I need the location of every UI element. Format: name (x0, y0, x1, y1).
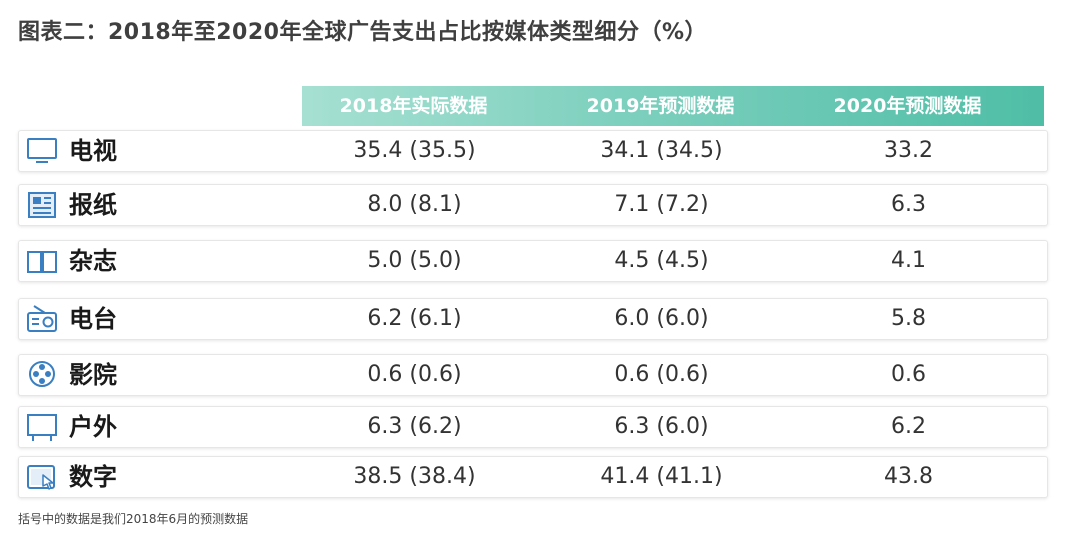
footnote: 括号中的数据是我们2018年6月的预测数据 (18, 512, 249, 526)
cell-newspaper-2018: 8.0 (8.1) (367, 192, 462, 217)
cell-cinema-2019: 0.6 (0.6) (614, 362, 709, 387)
table-header-band (302, 86, 1044, 126)
table-row-tv: 电视 35.4 (35.5) 34.1 (34.5) 33.2 (18, 130, 1048, 172)
magazine-icon (27, 251, 57, 273)
billboard-icon (27, 414, 57, 441)
table-row-newspaper: 报纸 8.0 (8.1) 7.1 (7.2) 6.3 (18, 184, 1048, 226)
cell-cinema-2020: 0.6 (891, 362, 926, 387)
row-label-radio: 电台 (69, 305, 117, 333)
table-row-digital: 数字 38.5 (38.4) 41.4 (41.1) 43.8 (18, 456, 1048, 498)
table-row-radio: 电台 6.2 (6.1) 6.0 (6.0) 5.8 (18, 298, 1048, 340)
tablet-touch-icon (27, 465, 55, 490)
cell-outdoor-2020: 6.2 (891, 414, 926, 439)
cell-magazine-2019: 4.5 (4.5) (614, 248, 709, 273)
column-header-2018: 2018年实际数据 (339, 95, 488, 117)
table-row-magazine: 杂志 5.0 (5.0) 4.5 (4.5) 4.1 (18, 240, 1048, 282)
column-header-2020: 2020年预测数据 (833, 95, 982, 117)
radio-icon (27, 305, 57, 332)
cell-radio-2018: 6.2 (6.1) (367, 306, 462, 331)
table-row-cinema: 影院 0.6 (0.6) 0.6 (0.6) 0.6 (18, 354, 1048, 396)
table-row-outdoor: 户外 6.3 (6.2) 6.3 (6.0) 6.2 (18, 406, 1048, 448)
column-header-2019: 2019年预测数据 (586, 95, 735, 117)
cell-tv-2020: 33.2 (884, 138, 933, 163)
chart-title: 图表二：2018年至2020年全球广告支出占比按媒体类型细分（%） (18, 20, 708, 45)
cell-magazine-2018: 5.0 (5.0) (367, 248, 462, 273)
cell-newspaper-2019: 7.1 (7.2) (614, 192, 709, 217)
cell-digital-2018: 38.5 (38.4) (353, 464, 476, 489)
row-label-newspaper: 报纸 (69, 191, 117, 219)
row-label-magazine: 杂志 (69, 247, 117, 275)
cell-outdoor-2019: 6.3 (6.0) (614, 414, 709, 439)
tv-icon (27, 138, 57, 163)
cell-newspaper-2020: 6.3 (891, 192, 926, 217)
cell-radio-2020: 5.8 (891, 306, 926, 331)
cell-tv-2018: 35.4 (35.5) (353, 138, 476, 163)
cell-cinema-2018: 0.6 (0.6) (367, 362, 462, 387)
cell-tv-2019: 34.1 (34.5) (600, 138, 723, 163)
cell-digital-2020: 43.8 (884, 464, 933, 489)
row-label-cinema: 影院 (69, 361, 117, 389)
cell-radio-2019: 6.0 (6.0) (614, 306, 709, 331)
row-label-outdoor: 户外 (69, 413, 117, 441)
newspaper-icon (28, 192, 56, 218)
cell-magazine-2020: 4.1 (891, 248, 926, 273)
row-label-digital: 数字 (69, 463, 117, 491)
row-label-tv: 电视 (69, 137, 117, 165)
cinema-reel-icon (29, 361, 55, 387)
cell-digital-2019: 41.4 (41.1) (600, 464, 723, 489)
cell-outdoor-2018: 6.3 (6.2) (367, 414, 462, 439)
